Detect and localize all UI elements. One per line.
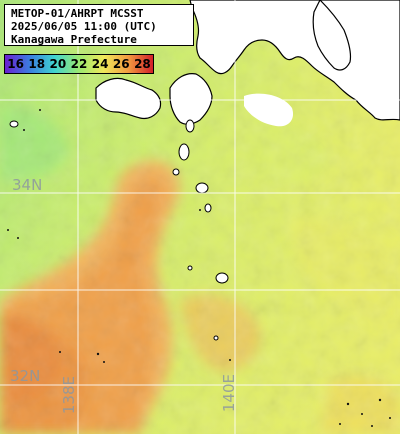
land-area [95, 0, 400, 127]
izu-peninsula [169, 73, 213, 125]
island [9, 120, 19, 128]
cloud-specks [7, 109, 391, 427]
island [185, 119, 195, 133]
island [187, 265, 193, 271]
island [213, 335, 219, 341]
sagami-coast [95, 77, 162, 120]
lon-label-138e: 138E [60, 376, 78, 415]
boso-peninsula [312, 0, 352, 71]
legend-value-24: 24 [91, 57, 109, 71]
temperature-legend: 16 18 20 22 24 26 28 [4, 54, 154, 74]
product-info-box: METOP-01/AHRPT MCSST 2025/06/05 11:00 (U… [4, 4, 194, 46]
island [172, 168, 180, 176]
legend-value-18: 18 [28, 57, 46, 71]
observation-timestamp: 2025/06/05 11:00 (UTC) [11, 20, 157, 33]
legend-value-20: 20 [49, 57, 67, 71]
lat-label-34n: 34N [12, 176, 43, 194]
legend-value-22: 22 [70, 57, 88, 71]
region-name: Kanagawa Prefecture [11, 33, 137, 46]
lat-label-32n: 32N [10, 367, 41, 385]
island [204, 203, 212, 213]
legend-value-16: 16 [7, 57, 24, 71]
izu-islands [9, 119, 229, 341]
legend-value-28: 28 [134, 57, 151, 71]
lon-label-140e: 140E [220, 374, 238, 413]
legend-scale: 16 18 20 22 24 26 28 [5, 55, 153, 73]
legend-value-26: 26 [112, 57, 130, 71]
island [178, 143, 190, 161]
island [195, 182, 209, 194]
cloud-patch [244, 93, 294, 127]
satellite-product-title: METOP-01/AHRPT MCSST [11, 7, 144, 20]
island [215, 272, 229, 284]
